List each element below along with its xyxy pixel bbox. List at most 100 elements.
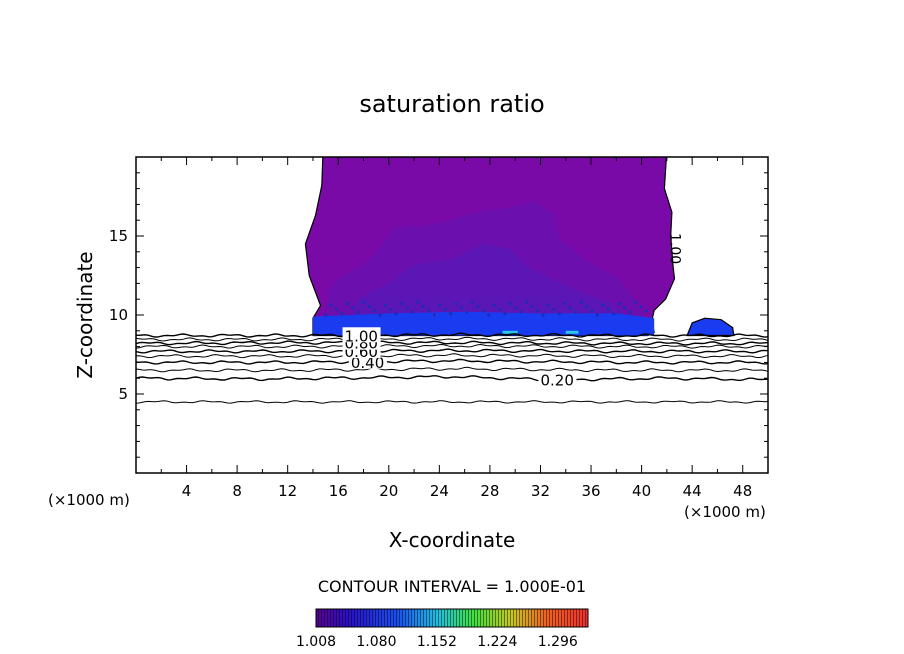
x-tick-label: 4 xyxy=(182,482,192,500)
colorbar-tick-label: 1.224 xyxy=(477,634,517,650)
cloud-speckle xyxy=(351,306,355,310)
cloud-speckle xyxy=(639,304,643,309)
cloud-speckle xyxy=(400,302,404,306)
x-tick-label: 20 xyxy=(379,482,398,500)
cloud-speckle xyxy=(487,313,491,317)
x-tick-label: 16 xyxy=(329,482,348,500)
cloud-speckle xyxy=(367,304,371,309)
cloud-speckle xyxy=(508,302,512,306)
x-tick-label: 32 xyxy=(531,482,550,500)
contour-line-bottom xyxy=(136,400,768,404)
x-tick-label: 12 xyxy=(278,482,297,500)
cloud-speckle xyxy=(324,313,328,317)
x-tick-label: 44 xyxy=(683,482,702,500)
cloud-speckle xyxy=(617,302,621,306)
cloud-speckle xyxy=(345,302,349,306)
cloud-speckle xyxy=(492,303,496,307)
cloud-speckle xyxy=(362,300,366,304)
cloud-speckle xyxy=(595,313,599,317)
cloud-speckle xyxy=(329,303,333,307)
cloud-speckle xyxy=(459,306,464,310)
colorbar-tick-label: 1.008 xyxy=(296,634,336,650)
contour-lines: 0.200.400.600.801.001.00 xyxy=(136,233,768,404)
cloud-speckle xyxy=(405,306,409,310)
cloud-speckle xyxy=(416,300,420,304)
cloud-speckle xyxy=(378,313,382,317)
cloud-speckle xyxy=(383,303,387,307)
x-tick-label: 40 xyxy=(632,482,651,500)
cloud-speckle xyxy=(443,307,447,311)
colorbar-tick-label: 1.296 xyxy=(538,634,578,650)
cloud-boundary-label: 1.00 xyxy=(667,233,683,264)
x-tick-label: 48 xyxy=(733,482,752,500)
cloud-speckle xyxy=(612,311,616,316)
cloud-speckle xyxy=(601,303,605,307)
y-axis-label: Z-coordinate xyxy=(73,251,97,378)
plot-area: 0.200.400.600.801.001.00 xyxy=(136,157,768,404)
y-tick-label: 10 xyxy=(109,306,128,324)
cloud-speckle xyxy=(535,309,540,313)
colorbar-tick-labels: 1.008 1.080 1.152 1.224 1.296 xyxy=(296,634,578,650)
contour-label-0.40: 0.40 xyxy=(351,354,384,372)
colorbar-tick-label: 1.152 xyxy=(417,634,457,650)
contour-label-bg xyxy=(342,327,381,343)
contour-line-0.20 xyxy=(136,375,768,382)
cloud-speckle xyxy=(356,310,360,314)
x-tick-label: 28 xyxy=(480,482,499,500)
cloud-speckle xyxy=(421,304,426,309)
colorbar-tick-label: 1.080 xyxy=(356,634,396,650)
chart-title: saturation ratio xyxy=(359,90,544,118)
contour-line-0.60 xyxy=(136,348,768,354)
cloud-speckle xyxy=(410,310,415,314)
base-highlight-2 xyxy=(565,330,579,334)
cloud-speckle xyxy=(449,311,453,316)
contour-line-0.90 xyxy=(136,336,768,342)
contour-line-0.40 xyxy=(136,358,768,365)
cloud-speckle xyxy=(514,306,518,310)
saturated-base-layer xyxy=(313,311,655,336)
cloud-speckle xyxy=(633,300,638,304)
cloud-speckle xyxy=(563,302,567,306)
cloud-speckle xyxy=(552,307,556,311)
contour-label-bg xyxy=(538,371,577,387)
cloud-speckle xyxy=(606,307,610,311)
cloud-speckle xyxy=(438,303,442,307)
cloud-speckle xyxy=(579,300,583,304)
colorbar: 1.008 1.080 1.152 1.224 1.296 xyxy=(296,608,589,650)
contour-line-0.50 xyxy=(136,353,768,359)
cloud-speckle xyxy=(394,311,398,316)
cloud-speckle xyxy=(574,310,578,314)
cloud-speckle xyxy=(644,309,648,313)
x-axis-label: X-coordinate xyxy=(389,528,516,552)
cloud-speckle xyxy=(622,306,627,310)
cloud-speckle xyxy=(530,304,534,309)
y-tick-label: 15 xyxy=(109,227,128,245)
contour-line-0.30 xyxy=(136,366,768,373)
cloud-speckle xyxy=(454,302,458,306)
cloud-speckle xyxy=(340,311,344,316)
cloud-speckle xyxy=(503,311,507,316)
cloud-speckle xyxy=(470,300,474,304)
cloud-speckle xyxy=(519,310,523,314)
small-cloud-blob xyxy=(686,317,735,337)
cloud-speckle xyxy=(584,304,589,309)
x-unit-left: (×1000 m) xyxy=(48,491,130,509)
colorbar-stripes xyxy=(316,609,588,627)
cloud-speckle xyxy=(557,311,561,316)
cloud-speckle xyxy=(590,309,594,313)
cloud-speckle xyxy=(465,310,469,314)
cloud-speckle xyxy=(568,306,572,310)
cloud-speckle xyxy=(432,313,436,317)
cloud-speckle xyxy=(372,309,377,313)
x-tick-label: 36 xyxy=(581,482,600,500)
cloud-speckle xyxy=(476,304,480,309)
cloud-speckle xyxy=(427,309,431,313)
contour-line-0.80 xyxy=(136,340,768,346)
y-tick-label: 5 xyxy=(118,385,128,403)
contour-line-1.00 xyxy=(136,332,768,338)
contour-line-0.70 xyxy=(136,343,768,349)
base-highlight-1 xyxy=(502,330,518,334)
contour-label-0.20: 0.20 xyxy=(540,371,573,389)
